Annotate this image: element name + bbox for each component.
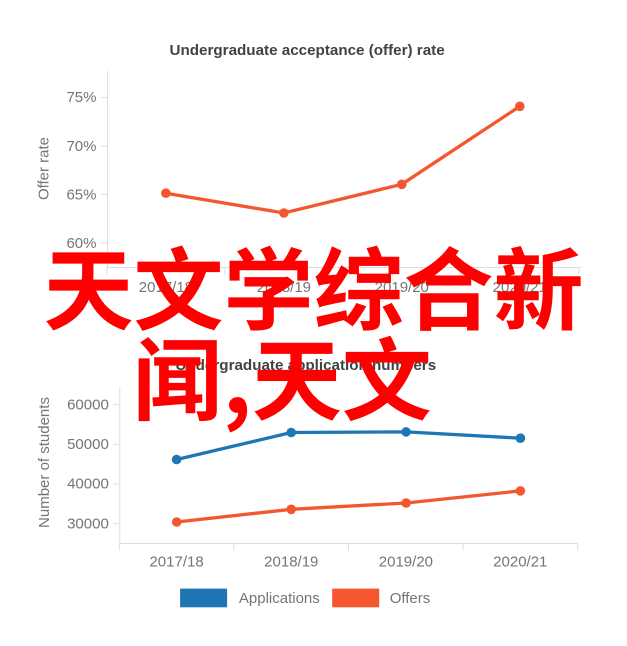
- svg-text:Applications: Applications: [239, 590, 320, 607]
- svg-text:70%: 70%: [66, 138, 96, 155]
- svg-text:Offers: Offers: [390, 590, 431, 607]
- svg-text:60%: 60%: [66, 235, 96, 252]
- svg-text:2018/19: 2018/19: [264, 554, 318, 571]
- svg-text:30000: 30000: [67, 515, 109, 532]
- svg-text:Undergraduate acceptance (offe: Undergraduate acceptance (offer) rate: [170, 42, 445, 59]
- svg-text:2017/18: 2017/18: [149, 554, 203, 571]
- svg-text:2019/20: 2019/20: [379, 554, 433, 571]
- svg-text:50000: 50000: [67, 436, 109, 453]
- svg-text:Number of students: Number of students: [36, 397, 53, 528]
- svg-text:2020/21: 2020/21: [493, 554, 547, 571]
- svg-text:75%: 75%: [66, 89, 96, 106]
- svg-text:Offer rate: Offer rate: [36, 137, 53, 200]
- svg-text:65%: 65%: [66, 186, 96, 203]
- svg-text:40000: 40000: [67, 476, 109, 493]
- svg-text:60000: 60000: [67, 396, 109, 413]
